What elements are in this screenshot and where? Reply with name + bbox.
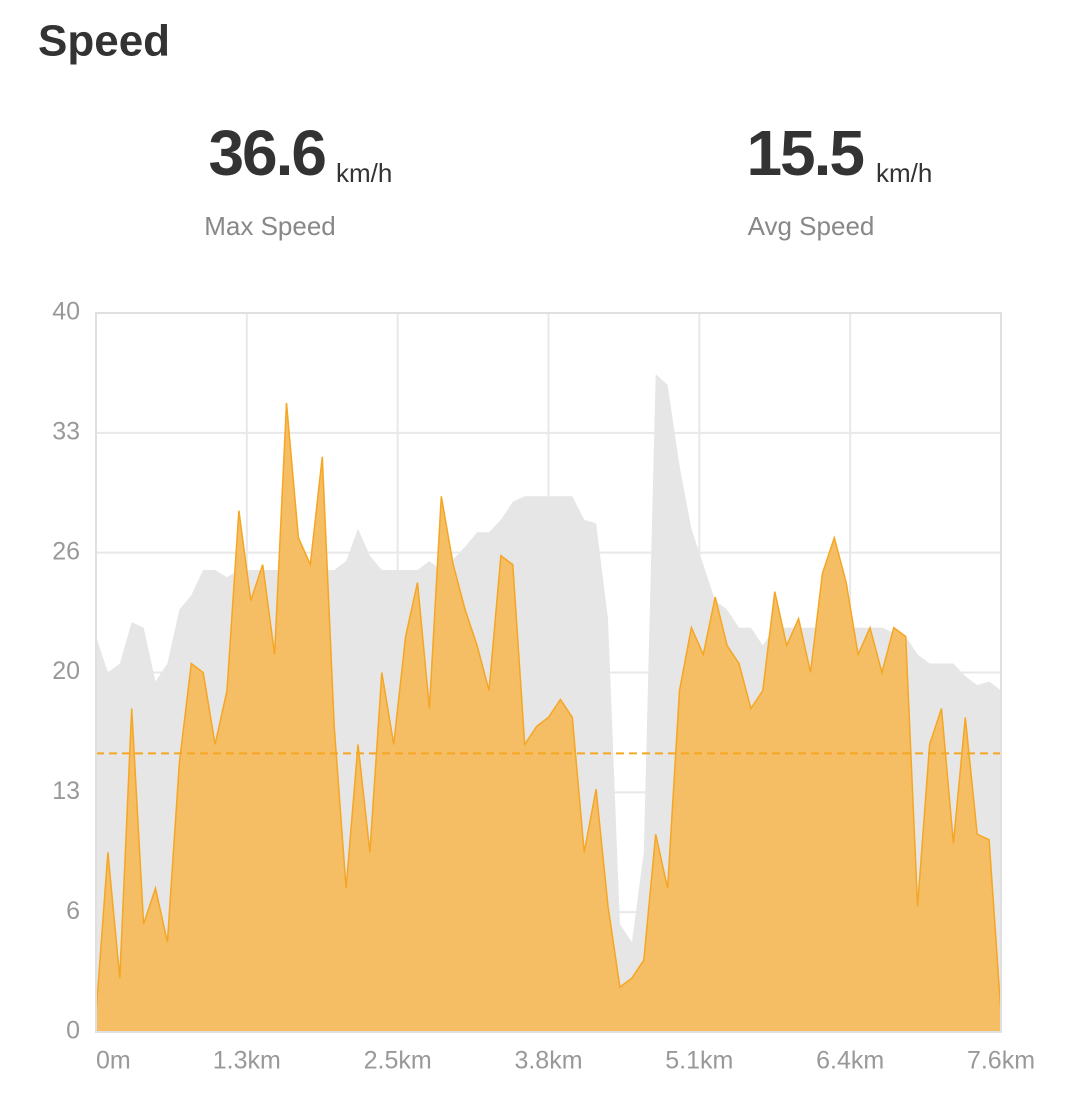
x-tick-label: 2.5km	[364, 1047, 432, 1075]
x-tick-label: 7.6km	[967, 1047, 1035, 1075]
stat-label: Max Speed	[204, 211, 336, 241]
x-tick-label: 3.8km	[514, 1047, 582, 1075]
y-tick-label: 40	[52, 298, 80, 326]
stat-value: 36.6	[208, 117, 325, 189]
page-title: Speed	[38, 17, 170, 66]
y-tick-label: 0	[66, 1017, 80, 1045]
stat-label: Avg Speed	[748, 211, 875, 241]
line	[95, 402, 1002, 1015]
x-tick-label: 0m	[96, 1047, 131, 1075]
y-tick-label: 26	[52, 537, 80, 565]
y-tick-label: 13	[52, 777, 80, 805]
stat-value: 15.5	[746, 117, 863, 189]
chart: 0 6 13 20 26 33 40 0m 1.3km 2.5km 3.8km 5.1km 6.4km 7…	[52, 298, 1035, 1075]
x-tick-label: 5.1km	[665, 1047, 733, 1075]
stat-unit: km/h	[876, 158, 932, 188]
x-tick-label: 6.4km	[816, 1047, 884, 1075]
plot-border	[95, 312, 1002, 1033]
y-tick-label: 6	[66, 897, 80, 925]
stat-unit: km/h	[336, 158, 392, 188]
y-tick-label: 20	[52, 657, 80, 685]
x-tick-label: 1.3km	[213, 1047, 281, 1075]
y-tick-label: 33	[52, 417, 80, 445]
